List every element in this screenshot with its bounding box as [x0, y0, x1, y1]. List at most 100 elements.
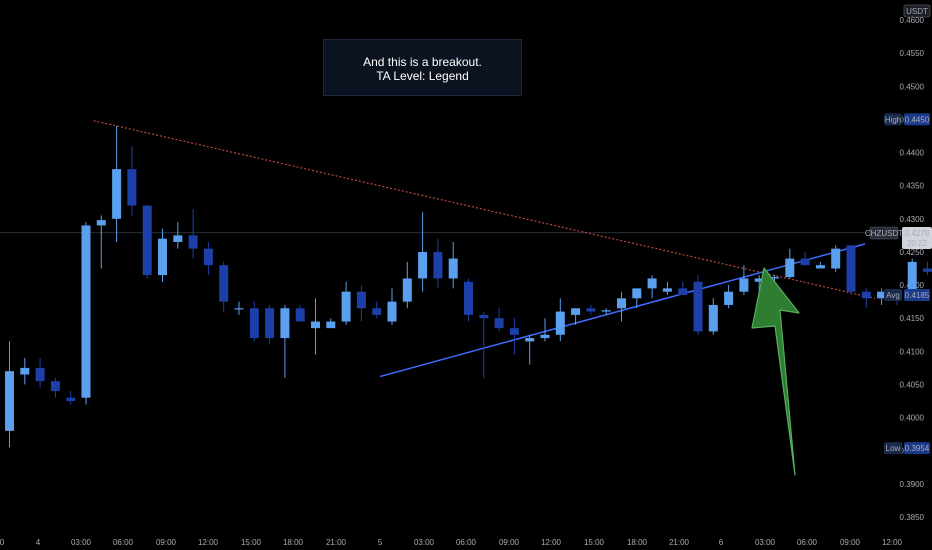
candle — [158, 228, 167, 282]
candle — [219, 261, 229, 312]
level-tag-name-bg — [884, 113, 902, 126]
candle — [708, 298, 718, 335]
candle — [448, 241, 458, 289]
candle-body — [356, 291, 366, 309]
candle-body — [739, 278, 749, 292]
candle-body — [815, 265, 825, 269]
candle — [280, 304, 290, 378]
candle — [739, 265, 749, 296]
candle-body — [341, 291, 351, 322]
x-tick-label: 03:00 — [414, 538, 435, 547]
candle — [20, 357, 30, 385]
candle-body — [5, 371, 14, 431]
candle-body — [265, 308, 275, 339]
y-tick-label: 0.4600 — [900, 16, 925, 25]
x-axis-ticks: 0 4 03:00 06:00 09:00 12:00 15:00 18:00 21:00 5 03… — [0, 538, 903, 547]
candle-body — [295, 308, 305, 322]
candle-body — [96, 220, 106, 226]
y-tick-label: 0.4100 — [900, 347, 925, 356]
candle — [831, 245, 841, 272]
resistance-trendline[interactable] — [93, 120, 876, 299]
candle — [326, 318, 336, 329]
candle — [509, 318, 519, 355]
candle — [433, 238, 443, 289]
x-tick-label: 6 — [719, 538, 724, 547]
symbol-price-tag: CHZUSDT 0.4279 20:22 — [865, 226, 932, 249]
breakout-arrow[interactable] — [751, 267, 800, 476]
candle — [173, 222, 183, 249]
candle-body — [678, 288, 688, 296]
candle-body — [601, 310, 611, 312]
candle-body — [571, 308, 581, 315]
candle — [586, 304, 596, 315]
candle-body — [647, 278, 657, 289]
x-tick-label: 06:00 — [113, 538, 134, 547]
candle — [265, 304, 275, 345]
candle — [678, 281, 688, 296]
candle — [923, 261, 932, 276]
candle — [815, 261, 825, 269]
breakout-annotation[interactable]: And this is a breakout. TA Level: Legend — [323, 39, 522, 96]
candle — [66, 391, 76, 405]
candle-body — [81, 225, 91, 398]
x-tick-label: 5 — [378, 538, 383, 547]
candle-body — [173, 235, 183, 242]
candle-body — [479, 314, 489, 319]
level-tag-value: 0.3954 — [905, 444, 930, 453]
candle-body — [66, 397, 76, 402]
y-tick-label: 0.4300 — [900, 215, 925, 224]
candle-body — [112, 169, 122, 219]
candle-body — [861, 291, 871, 299]
level-tag-name-bg — [884, 442, 902, 455]
x-tick-label: 12:00 — [541, 538, 562, 547]
candle-body — [464, 281, 473, 315]
candle-body — [418, 251, 428, 279]
candle-body — [387, 301, 397, 322]
candle — [295, 304, 305, 322]
candle — [662, 281, 672, 296]
breakout-arrow-shape[interactable] — [751, 267, 800, 476]
level-tag-value: 0.4450 — [905, 115, 930, 124]
candle — [35, 357, 45, 388]
x-tick-label: 21:00 — [669, 538, 690, 547]
candle — [418, 212, 428, 292]
candle-body — [831, 248, 841, 269]
candle — [540, 318, 550, 342]
level-tag-name: High — [885, 115, 901, 124]
trend-lines[interactable] — [93, 120, 876, 378]
candle — [402, 261, 412, 309]
x-tick-label: 0 — [0, 538, 5, 547]
level-tag-high: High 0.4450 — [884, 113, 930, 126]
symbol-tag-label: CHZUSDT — [865, 229, 903, 238]
candle-body — [800, 258, 810, 266]
candle — [907, 258, 917, 296]
countdown-label: 20:22 — [907, 239, 928, 248]
candle — [693, 275, 703, 335]
candle-body — [249, 308, 259, 339]
candle — [877, 288, 887, 305]
level-tags: High 0.4450 Avg 0.4185 Low 0.3954 — [884, 113, 930, 455]
y-tick-label: 0.4250 — [900, 248, 925, 257]
candle-body — [540, 334, 550, 339]
candle-body — [203, 248, 213, 266]
level-tag-name: Low — [886, 444, 901, 453]
y-tick-label: 0.4150 — [900, 314, 925, 323]
candle — [647, 275, 657, 299]
candle — [800, 251, 810, 266]
y-tick-label: 0.4050 — [900, 380, 925, 389]
candle — [112, 126, 122, 242]
candle — [203, 241, 213, 276]
candle — [5, 341, 14, 448]
candle — [50, 377, 60, 398]
candle — [494, 308, 504, 332]
x-tick-label: 09:00 — [499, 538, 520, 547]
y-tick-label: 0.3900 — [900, 480, 925, 489]
candle — [464, 278, 473, 322]
candle-body — [188, 235, 198, 249]
candle — [601, 308, 611, 315]
candle-body — [326, 321, 336, 329]
support-trendline[interactable] — [379, 243, 866, 378]
candle — [571, 308, 581, 325]
candle — [525, 334, 535, 365]
